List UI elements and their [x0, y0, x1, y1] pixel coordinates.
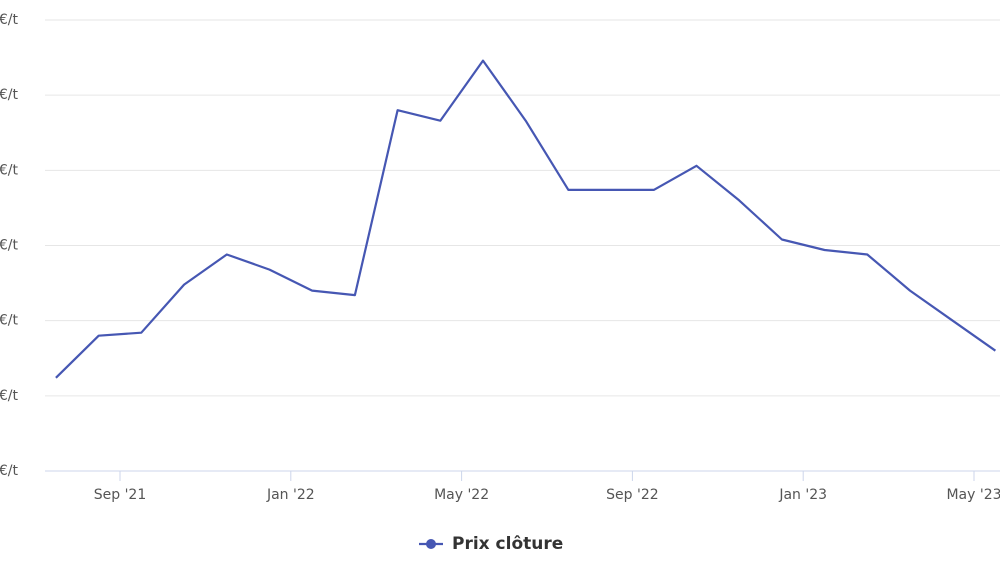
x-tick-label: May '22 [434, 487, 489, 503]
y-tick-label: €/t [0, 87, 18, 103]
x-tick-label: Sep '22 [606, 487, 659, 503]
y-tick-label: €/t [0, 313, 18, 329]
y-tick-label: €/t [0, 12, 18, 28]
x-tick-label: Jan '23 [778, 487, 827, 503]
x-tick-label: May '23 [946, 487, 1000, 503]
y-tick-label: €/t [0, 238, 18, 254]
y-tick-label: €/t [0, 388, 18, 404]
x-tick-label: Jan '22 [266, 487, 315, 503]
legend-text: Prix clôture [452, 534, 563, 554]
y-tick-label: €/t [0, 162, 18, 178]
x-tick-label: Sep '21 [94, 487, 147, 503]
legend-symbol [426, 539, 436, 549]
y-tick-label: €/t [0, 463, 18, 479]
line-series [55, 59, 997, 379]
